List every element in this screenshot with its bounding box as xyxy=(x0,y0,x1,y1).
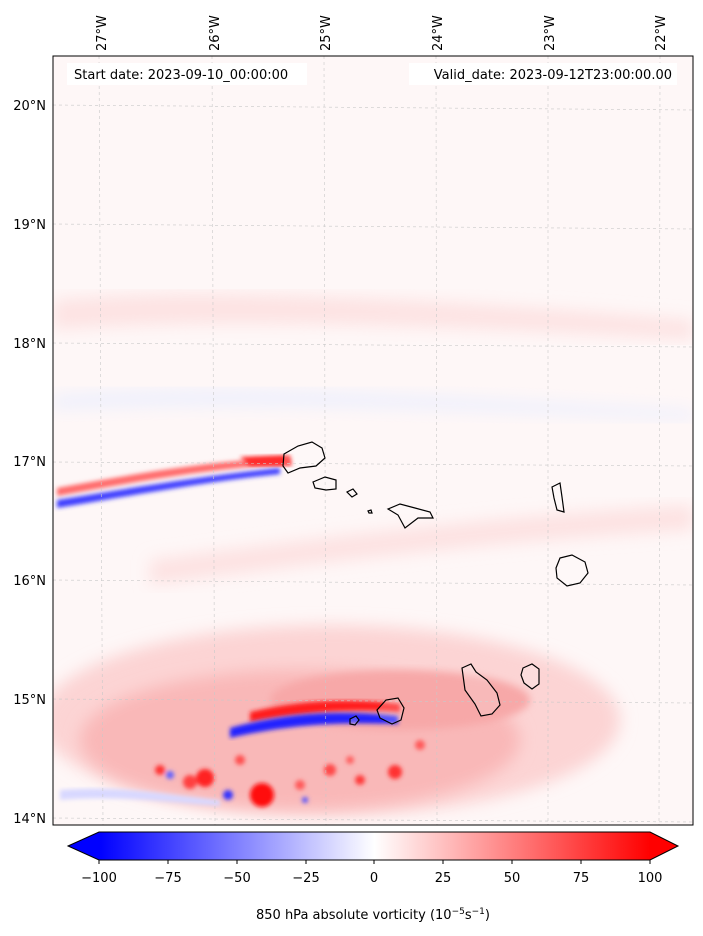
colorbar-label-main: 850 hPa absolute vorticity (10 xyxy=(256,908,452,923)
colorbar-label-mid: s xyxy=(465,908,472,923)
lon-label: 26°W xyxy=(208,15,223,51)
colorbar-tick-label: 0 xyxy=(370,871,378,886)
streak-north-negative xyxy=(57,468,280,508)
lat-label: 18°N xyxy=(13,337,46,352)
vorticity-band-north xyxy=(53,293,693,340)
colorbar-tick-label: −50 xyxy=(223,871,250,886)
valid-date-label: Valid_date: 2023-09-12T23:00:00.00 xyxy=(434,68,672,83)
couplet-negative xyxy=(230,712,398,738)
lon-label: 25°W xyxy=(319,15,334,51)
island-santiago xyxy=(461,663,501,717)
colorbar-ticks xyxy=(98,860,651,864)
colorbar-extend-max xyxy=(650,832,678,860)
lat-label: 19°N xyxy=(13,218,46,233)
colorbar-tick-label: 100 xyxy=(638,871,663,886)
island-maio xyxy=(520,663,540,690)
island-santa-luzia xyxy=(345,488,358,498)
lat-label: 20°N xyxy=(13,99,46,114)
colorbar-tick-label: −100 xyxy=(81,871,117,886)
colorbar-tick-label: 50 xyxy=(504,871,521,886)
lon-label: 23°W xyxy=(543,15,558,51)
streak-north-positive xyxy=(57,458,290,496)
island-sal xyxy=(551,482,565,513)
lat-label: 17°N xyxy=(13,455,46,470)
colorbar: −100 −75 −50 −25 0 25 50 75 100 850 hPa … xyxy=(66,831,680,923)
colorbar-tick-label: −75 xyxy=(154,871,181,886)
lat-label: 15°N xyxy=(13,693,46,708)
colorbar-gradient xyxy=(99,832,650,860)
couplet-positive xyxy=(250,700,400,722)
longitude-labels: 27°W 26°W 25°W 24°W 23°W 22°W xyxy=(95,15,669,51)
start-date-box xyxy=(67,63,307,85)
colorbar-tick-label: −25 xyxy=(292,871,319,886)
lon-label: 24°W xyxy=(431,15,446,51)
colorbar-tick-label: 75 xyxy=(573,871,590,886)
vorticity-field xyxy=(53,293,693,815)
vorticity-band-middle xyxy=(150,505,693,585)
start-date-label: Start date: 2023-09-10_00:00:00 xyxy=(74,68,288,83)
vorticity-cells xyxy=(155,740,425,807)
colorbar-label-exp2: −1 xyxy=(472,907,485,917)
colorbar-extend-min xyxy=(68,832,99,860)
valid-date-box xyxy=(409,63,677,85)
colorbar-tick-label: 25 xyxy=(435,871,452,886)
latitude-labels: 20°N 19°N 18°N 17°N 16°N 15°N 14°N xyxy=(13,99,46,827)
colorbar-label-exp1: −5 xyxy=(452,907,465,917)
lat-label: 14°N xyxy=(13,812,46,827)
island-brava xyxy=(349,715,360,726)
colorbar-label-end: ) xyxy=(485,908,490,923)
island-boa-vista xyxy=(555,554,589,587)
lon-label: 22°W xyxy=(654,15,669,51)
lon-label: 27°W xyxy=(95,15,110,51)
island-raso xyxy=(367,509,373,514)
island-fogo xyxy=(376,697,405,725)
island-sao-vicente xyxy=(312,476,337,491)
island-sao-nicolau xyxy=(386,503,434,529)
map-frame xyxy=(52,55,694,826)
streak-south-negative xyxy=(60,788,220,806)
lat-label: 16°N xyxy=(13,574,46,589)
island-santo-antao xyxy=(282,441,326,474)
colorbar-label: 850 hPa absolute vorticity (10−5s−1) xyxy=(256,907,490,923)
coastlines xyxy=(282,441,589,726)
gridlines xyxy=(52,55,694,826)
vorticity-band-faint-negative xyxy=(53,389,693,420)
